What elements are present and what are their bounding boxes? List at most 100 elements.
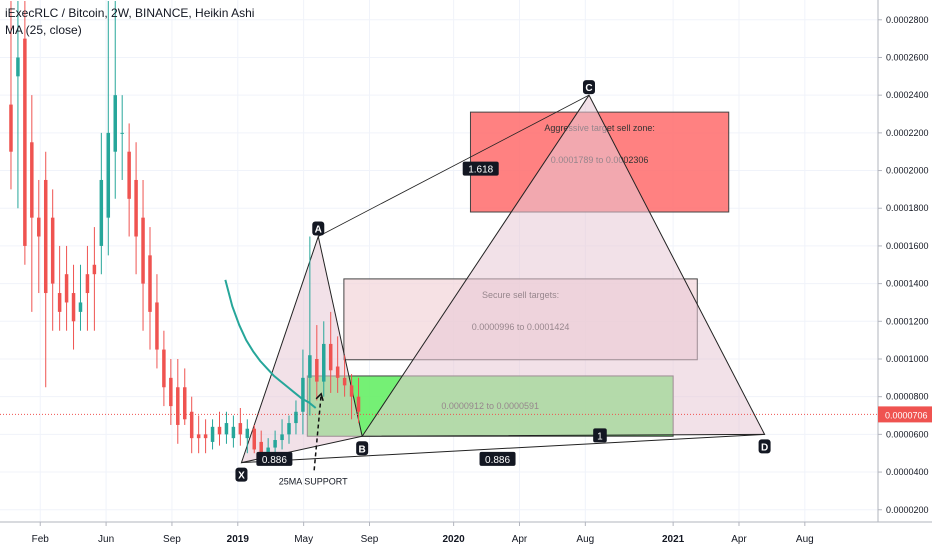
candle-body [203, 434, 208, 439]
ratio-label-bg [593, 428, 607, 443]
pattern-xd [241, 433, 765, 464]
candle-body [176, 387, 180, 425]
ratio-label-bg [462, 161, 499, 176]
candle-body [294, 411, 298, 424]
candle-body [120, 132, 124, 134]
candle-body [57, 293, 62, 312]
x-tick-label[interactable]: Apr [512, 534, 528, 545]
candle-body [349, 385, 354, 397]
candle-body [78, 302, 83, 312]
candle-body [155, 302, 159, 350]
y-tick-label[interactable]: 0.0001400 [886, 279, 929, 289]
chart-background [0, 0, 878, 522]
y-tick-label[interactable]: 0.0001800 [886, 203, 929, 213]
y-tick-label[interactable]: 0.0002800 [886, 15, 929, 25]
candle-body [301, 377, 305, 412]
x-tick-label[interactable]: Apr [731, 534, 747, 545]
candle-body [231, 426, 236, 439]
chart-header: iExecRLC / Bitcoin, 2W, BINANCE, Heikin … [5, 6, 254, 37]
x-tick-label[interactable]: 2020 [443, 534, 466, 545]
indicator-label[interactable]: MA (25, close) [5, 23, 82, 37]
x-tick-label[interactable]: Feb [32, 534, 50, 545]
candle-body [273, 440, 277, 448]
point-marker-label: B [359, 444, 366, 455]
pattern-xab [240, 234, 363, 464]
point-X: X [235, 467, 248, 482]
y-tick-label[interactable]: 0.0001600 [886, 241, 929, 251]
y-tick-label[interactable]: 0.0002600 [886, 52, 929, 62]
candle-body [322, 343, 326, 382]
candle-body [356, 396, 361, 412]
candle-body [16, 57, 20, 77]
point-A: A [312, 221, 325, 236]
x-tick-label[interactable]: Aug [796, 534, 814, 545]
x-tick-label[interactable]: Jun [98, 534, 114, 545]
candle-body [217, 426, 222, 435]
ratio-label: 1 [593, 428, 607, 443]
candle-body [280, 434, 284, 441]
point-marker-label: C [585, 83, 592, 94]
point-marker-bg [312, 221, 325, 236]
candle-body [169, 377, 173, 407]
candle-body [315, 358, 319, 382]
x-tick-label[interactable]: Sep [163, 534, 181, 545]
ratio-label-text: 1.618 [468, 165, 493, 176]
candle-body [287, 423, 291, 435]
price-tag-label[interactable]: 0.0000706 [885, 410, 928, 420]
price-tag [878, 406, 932, 423]
candle-body [71, 293, 76, 322]
candle-body [308, 355, 312, 378]
point-marker-label: X [238, 471, 245, 482]
candle-body [30, 142, 34, 218]
ratio-label: 0.886 [479, 451, 516, 466]
y-tick-label[interactable]: 0.0000600 [886, 429, 929, 439]
candle-body [328, 343, 333, 371]
x-tick-label[interactable]: Sep [361, 534, 379, 545]
y-tick-label[interactable]: 0.0002200 [886, 128, 929, 138]
support-arrow [313, 394, 322, 471]
ratio-label-text: 1 [597, 431, 603, 442]
candle-body [196, 434, 201, 439]
x-tick-label[interactable]: Aug [576, 534, 594, 545]
candle-body [50, 217, 55, 284]
ma-layer [224, 279, 317, 409]
point-B: B [356, 441, 369, 456]
y-tick-label[interactable]: 0.0000400 [886, 467, 929, 477]
x-tick-label[interactable]: 2021 [662, 534, 685, 545]
candle-layer [9, 0, 361, 459]
candle-body [259, 441, 263, 454]
candle-body [43, 179, 48, 294]
point-D: D [758, 439, 771, 454]
candle-body [113, 95, 117, 152]
y-tick-label[interactable]: 0.0002000 [886, 166, 929, 176]
x-tick-label[interactable]: 2019 [227, 534, 250, 545]
y-axis-panel [878, 0, 932, 550]
ratio-label-text: 0.886 [262, 455, 287, 466]
y-tick-label[interactable]: 0.0001000 [886, 354, 929, 364]
candle-body [23, 38, 27, 246]
support-arrow-head [315, 392, 324, 402]
y-tick-label[interactable]: 0.0002400 [886, 90, 929, 100]
candle-body [64, 274, 69, 303]
y-tick-label[interactable]: 0.0001200 [886, 316, 929, 326]
pattern-bcd [361, 94, 766, 437]
point-marker-bg [582, 80, 595, 95]
candle-body [141, 217, 145, 284]
symbol-title[interactable]: iExecRLC / Bitcoin, 2W, BINANCE, Heikin … [5, 6, 254, 20]
ratio-label-bg [256, 451, 293, 466]
candle-body [182, 387, 187, 420]
point-marker-label: D [761, 442, 768, 453]
candle-body [245, 428, 250, 439]
y-tick-label[interactable]: 0.0000800 [886, 392, 929, 402]
x-tick-label[interactable]: May [294, 534, 313, 545]
y-tick-label[interactable]: 0.0000200 [886, 505, 929, 515]
candle-body [106, 132, 111, 218]
ratio-label-text: 0.886 [485, 455, 510, 466]
ratio-label: 0.886 [256, 451, 293, 466]
candle-body [37, 217, 41, 237]
candle-body [9, 104, 13, 152]
candle-body [189, 411, 194, 439]
